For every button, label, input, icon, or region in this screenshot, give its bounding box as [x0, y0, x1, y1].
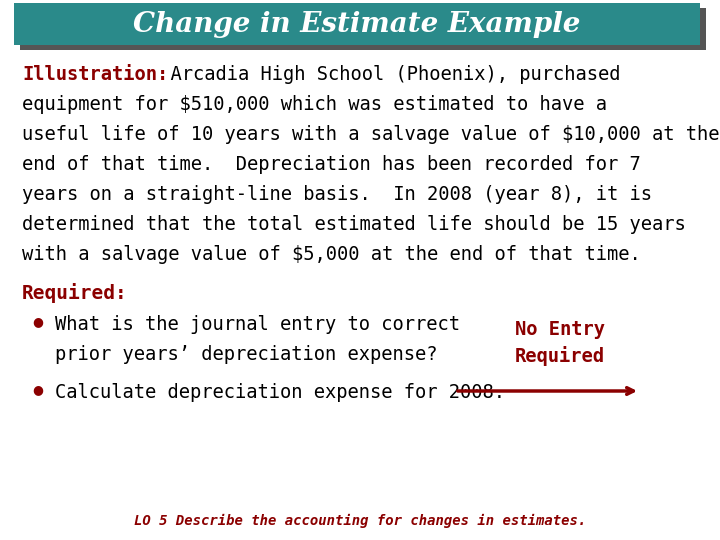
Text: LO 5 Describe the accounting for changes in estimates.: LO 5 Describe the accounting for changes…: [134, 514, 586, 528]
Text: ●: ●: [32, 383, 43, 396]
Text: Calculate depreciation expense for 2008.: Calculate depreciation expense for 2008.: [55, 383, 505, 402]
Text: What is the journal entry to correct: What is the journal entry to correct: [55, 315, 460, 334]
Text: Required:: Required:: [22, 283, 127, 303]
Text: Change in Estimate Example: Change in Estimate Example: [133, 10, 581, 37]
Text: Required: Required: [515, 346, 605, 366]
Text: years on a straight-line basis.  In 2008 (year 8), it is: years on a straight-line basis. In 2008 …: [22, 185, 652, 204]
Text: ●: ●: [32, 315, 43, 328]
Text: equipment for $510,000 which was estimated to have a: equipment for $510,000 which was estimat…: [22, 95, 607, 114]
Bar: [14, 3, 700, 45]
Text: determined that the total estimated life should be 15 years: determined that the total estimated life…: [22, 215, 685, 234]
Text: prior years’ depreciation expense?: prior years’ depreciation expense?: [55, 345, 438, 364]
Text: Illustration:: Illustration:: [22, 65, 168, 84]
Bar: [20, 8, 706, 50]
Text: useful life of 10 years with a salvage value of $10,000 at the: useful life of 10 years with a salvage v…: [22, 125, 719, 144]
Text: with a salvage value of $5,000 at the end of that time.: with a salvage value of $5,000 at the en…: [22, 245, 641, 264]
Text: No Entry: No Entry: [515, 320, 605, 339]
Text: Arcadia High School (Phoenix), purchased: Arcadia High School (Phoenix), purchased: [148, 65, 621, 84]
Text: end of that time.  Depreciation has been recorded for 7: end of that time. Depreciation has been …: [22, 155, 641, 174]
